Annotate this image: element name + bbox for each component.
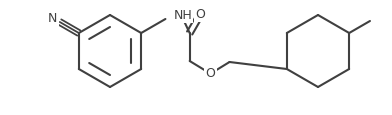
- Text: N: N: [48, 12, 58, 25]
- Text: O: O: [196, 8, 206, 21]
- Text: O: O: [205, 67, 215, 80]
- Text: NH: NH: [173, 9, 192, 22]
